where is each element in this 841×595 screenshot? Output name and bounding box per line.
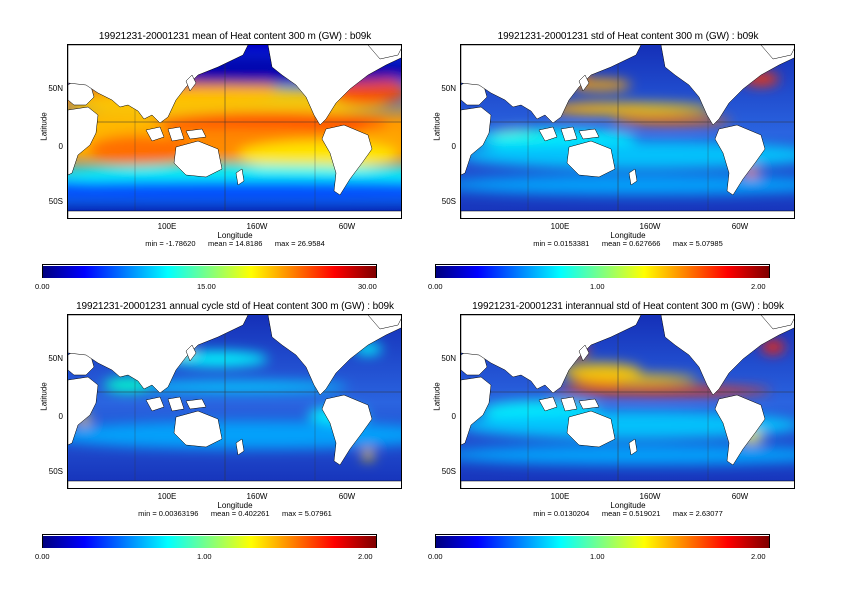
panel-title: 19921231-20001231 annual cycle std of He… bbox=[76, 301, 394, 312]
x-tick-label: 100E bbox=[550, 222, 570, 231]
x-tick-label: 100E bbox=[157, 222, 177, 231]
x-axis-label: Longitude bbox=[217, 501, 253, 510]
y-tick-label: 50N bbox=[48, 354, 63, 363]
x-axis-label: Longitude bbox=[610, 231, 646, 240]
colorbar-tick-label: 1.00 bbox=[590, 282, 605, 291]
y-axis-label: Latitude bbox=[39, 112, 49, 141]
x-tick-label: 160W bbox=[639, 492, 661, 501]
y-axis-label: Latitude bbox=[432, 112, 442, 141]
colorbar-tick-label: 30.00 bbox=[358, 282, 377, 291]
x-tick-label: 100E bbox=[157, 492, 177, 501]
colorbar bbox=[42, 534, 377, 548]
y-axis-label: Latitude bbox=[39, 382, 49, 411]
colorbar-tick-label: 2.00 bbox=[358, 552, 373, 561]
colorbar-tick-label: 0.00 bbox=[428, 282, 443, 291]
field-statistics: min = -1.78620 mean = 14.8186 max = 26.9… bbox=[145, 239, 325, 248]
y-tick-label: 50S bbox=[441, 467, 456, 476]
colorbar bbox=[435, 534, 770, 548]
panel-title: 19921231-20001231 mean of Heat content 3… bbox=[98, 31, 372, 42]
heat-content-map bbox=[460, 314, 795, 489]
panel-title: 19921231-20001231 interannual std of Hea… bbox=[472, 301, 784, 312]
field-statistics: min = 0.00363196 mean = 0.402261 max = 5… bbox=[138, 509, 332, 518]
y-tick-label: 50S bbox=[48, 467, 63, 476]
colorbar-tick-label: 2.00 bbox=[751, 282, 766, 291]
map-panel: 19921231-20001231 annual cycle std of He… bbox=[35, 301, 435, 592]
y-tick-label: 0 bbox=[451, 142, 456, 151]
field-statistics: min = 0.0153381 mean = 0.627666 max = 5.… bbox=[533, 239, 723, 248]
x-tick-label: 60W bbox=[338, 222, 356, 231]
colorbar bbox=[42, 264, 377, 278]
x-axis-label: Longitude bbox=[217, 231, 253, 240]
colorbar-tick-label: 1.00 bbox=[197, 552, 212, 561]
y-tick-label: 50N bbox=[441, 354, 456, 363]
map-panel: 19921231-20001231 std of Heat content 30… bbox=[428, 31, 828, 322]
colorbar-tick-label: 0.00 bbox=[35, 282, 50, 291]
field-statistics: min = 0.0130204 mean = 0.519021 max = 2.… bbox=[533, 509, 723, 518]
x-tick-label: 60W bbox=[731, 222, 749, 231]
y-tick-label: 50N bbox=[441, 84, 456, 93]
x-tick-label: 160W bbox=[639, 222, 661, 231]
colorbar-tick-label: 1.00 bbox=[590, 552, 605, 561]
y-tick-label: 50S bbox=[48, 197, 63, 206]
x-tick-label: 160W bbox=[246, 222, 268, 231]
x-axis-label: Longitude bbox=[610, 501, 646, 510]
x-tick-label: 60W bbox=[731, 492, 749, 501]
heat-content-map bbox=[67, 44, 402, 219]
x-tick-label: 100E bbox=[550, 492, 570, 501]
colorbar-tick-label: 0.00 bbox=[428, 552, 443, 561]
colorbar-tick-label: 0.00 bbox=[35, 552, 50, 561]
y-tick-label: 50S bbox=[441, 197, 456, 206]
colorbar-tick-label: 15.00 bbox=[197, 282, 216, 291]
colorbar bbox=[435, 264, 770, 278]
heat-content-map bbox=[460, 44, 795, 219]
x-tick-label: 160W bbox=[246, 492, 268, 501]
y-tick-label: 0 bbox=[58, 412, 63, 421]
map-panel: 19921231-20001231 interannual std of Hea… bbox=[428, 301, 828, 592]
map-panel: 19921231-20001231 mean of Heat content 3… bbox=[35, 31, 435, 322]
colorbar-tick-label: 2.00 bbox=[751, 552, 766, 561]
y-axis-label: Latitude bbox=[432, 382, 442, 411]
x-tick-label: 60W bbox=[338, 492, 356, 501]
y-tick-label: 50N bbox=[48, 84, 63, 93]
y-tick-label: 0 bbox=[58, 142, 63, 151]
heat-content-map bbox=[67, 314, 402, 489]
y-tick-label: 0 bbox=[451, 412, 456, 421]
panel-title: 19921231-20001231 std of Heat content 30… bbox=[497, 31, 759, 42]
